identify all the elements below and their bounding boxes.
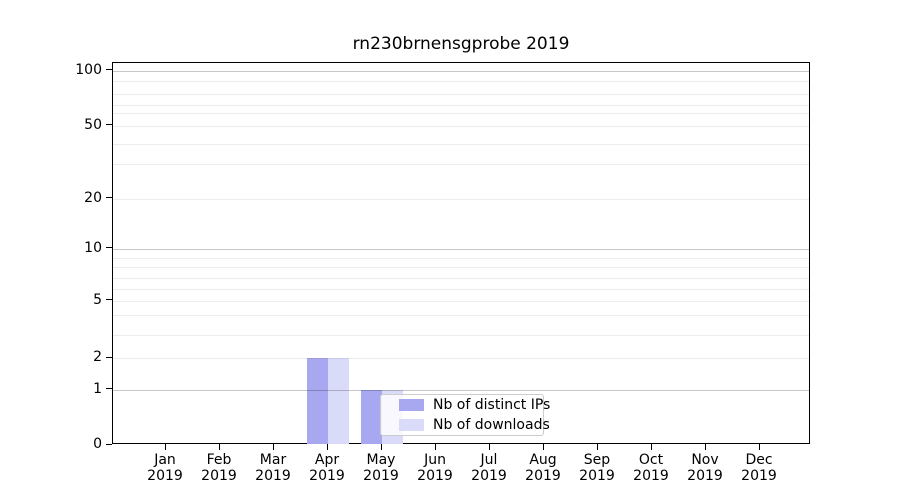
minor-gridline: [113, 198, 809, 200]
x-tick-mark: [488, 444, 490, 450]
x-tick-month: Sep: [583, 452, 611, 468]
y-tick-mark: [106, 69, 112, 71]
y-tick-mark: [106, 197, 112, 199]
x-tick-mark: [218, 444, 220, 450]
x-tick-mark: [164, 444, 166, 450]
major-gridline: [113, 248, 809, 250]
x-tick-month: Mar: [259, 452, 287, 468]
y-tick-mark: [106, 443, 112, 445]
x-tick-year: 2019: [579, 468, 615, 484]
x-tick-label: Apr 2019: [287, 452, 367, 484]
legend-row: Nb of downloads: [399, 417, 550, 433]
y-tick-mark: [106, 388, 112, 390]
x-tick-label: Sep 2019: [557, 452, 637, 484]
x-tick-month: Nov: [691, 452, 719, 468]
minor-gridline: [113, 266, 809, 268]
minor-gridline: [113, 358, 809, 360]
y-tick-label: 10: [84, 239, 102, 256]
x-tick-month: Oct: [638, 452, 664, 468]
minor-gridline: [113, 300, 809, 302]
bar-distinct-ips-may: [361, 389, 382, 444]
x-tick-year: 2019: [363, 468, 399, 484]
y-tick-label: 50: [84, 116, 102, 133]
legend: Nb of distinct IPs Nb of downloads: [380, 394, 550, 436]
major-gridline: [113, 389, 809, 391]
x-tick-mark: [650, 444, 652, 450]
x-tick-mark: [704, 444, 706, 450]
x-tick-year: 2019: [147, 468, 183, 484]
x-tick-year: 2019: [525, 468, 561, 484]
x-tick-label: Feb 2019: [179, 452, 259, 484]
legend-row: Nb of distinct IPs: [399, 397, 550, 413]
y-tick-mark: [106, 356, 112, 358]
x-tick-month: Jul: [480, 452, 498, 468]
x-tick-year: 2019: [741, 468, 777, 484]
minor-gridline: [113, 104, 809, 106]
minor-gridline: [113, 125, 809, 127]
x-tick-mark: [542, 444, 544, 450]
x-tick-year: 2019: [201, 468, 237, 484]
legend-swatch-distinct-ips: [399, 399, 424, 411]
x-tick-mark: [758, 444, 760, 450]
x-tick-label: Oct 2019: [611, 452, 691, 484]
x-tick-mark: [380, 444, 382, 450]
legend-swatch-downloads: [399, 419, 424, 431]
legend-label: Nb of downloads: [433, 416, 550, 433]
minor-gridline: [113, 94, 809, 96]
y-tick-label: 100: [75, 61, 102, 78]
minor-gridline: [113, 288, 809, 290]
x-tick-label: Jan 2019: [125, 452, 205, 484]
minor-gridline: [113, 113, 809, 114]
x-tick-month: Jan: [154, 452, 176, 468]
plot-area: [112, 62, 810, 444]
minor-gridline: [113, 143, 809, 145]
y-tick-label: 5: [93, 291, 102, 308]
bar-distinct-ips-apr: [307, 358, 328, 444]
x-tick-mark: [272, 444, 274, 450]
y-tick-label: 0: [93, 436, 102, 452]
x-tick-label: Jul 2019: [449, 452, 529, 484]
x-tick-month: Dec: [745, 452, 773, 468]
minor-gridline: [113, 334, 809, 336]
x-tick-month: Apr: [314, 452, 340, 468]
minor-gridline: [113, 315, 809, 316]
x-tick-mark: [326, 444, 328, 450]
x-tick-year: 2019: [309, 468, 345, 484]
minor-gridline: [113, 80, 809, 82]
major-gridline: [113, 70, 809, 72]
x-tick-year: 2019: [471, 468, 507, 484]
y-tick-label: 2: [93, 349, 102, 366]
x-tick-label: Aug 2019: [503, 452, 583, 484]
legend-label: Nb of distinct IPs: [433, 396, 551, 413]
x-tick-label: May 2019: [341, 452, 421, 484]
minor-gridline: [113, 277, 809, 279]
x-tick-mark: [434, 444, 436, 450]
x-tick-month: May: [366, 452, 396, 468]
y-tick-mark: [106, 247, 112, 249]
y-tick-label: 1: [93, 380, 102, 397]
x-tick-year: 2019: [633, 468, 669, 484]
y-tick-label: 20: [84, 189, 102, 206]
y-tick-mark: [106, 124, 112, 126]
bar-downloads-apr: [328, 358, 349, 444]
minor-gridline: [113, 258, 809, 259]
x-tick-month: Aug: [529, 452, 557, 468]
x-tick-label: Mar 2019: [233, 452, 313, 484]
x-tick-month: Feb: [206, 452, 232, 468]
x-tick-year: 2019: [687, 468, 723, 484]
chart-title: rn230brnensgprobe 2019: [352, 34, 570, 54]
x-tick-mark: [596, 444, 598, 450]
x-tick-month: Jun: [424, 452, 446, 468]
x-tick-year: 2019: [255, 468, 291, 484]
x-tick-label: Jun 2019: [395, 452, 475, 484]
x-tick-year: 2019: [417, 468, 453, 484]
x-tick-label: Nov 2019: [665, 452, 745, 484]
x-tick-label: Dec 2019: [719, 452, 799, 484]
minor-gridline: [113, 164, 809, 165]
y-tick-mark: [106, 299, 112, 301]
